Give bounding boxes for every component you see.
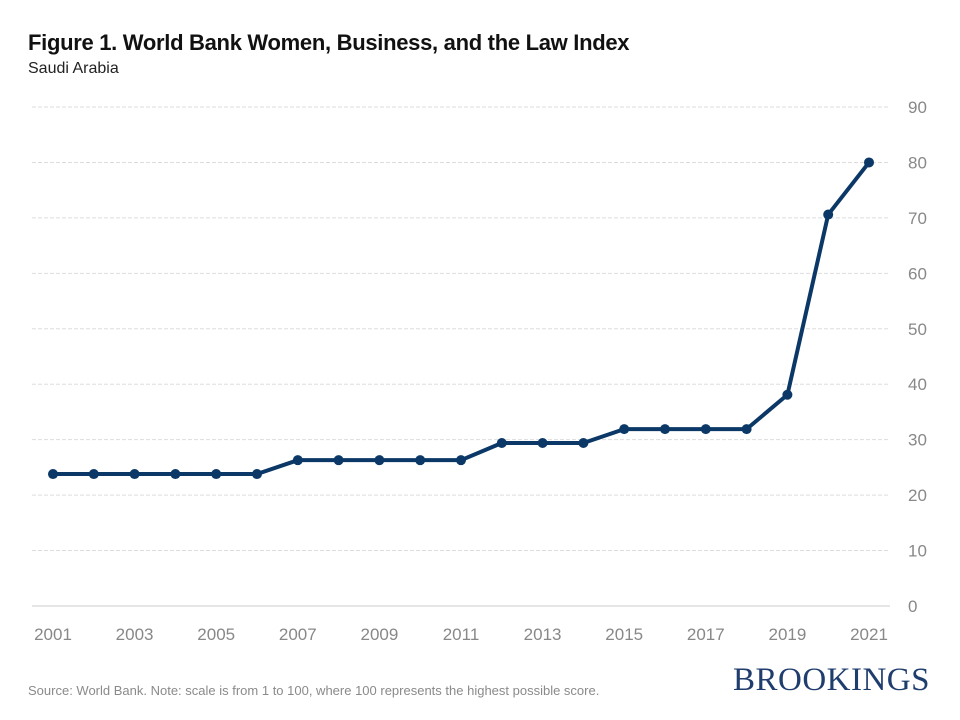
x-tick-label: 2007 (279, 625, 317, 644)
data-point (129, 469, 140, 480)
data-point (374, 455, 385, 466)
x-tick-label: 2019 (768, 625, 806, 644)
y-tick-label: 0 (908, 597, 917, 616)
data-point (415, 455, 426, 466)
data-point (537, 437, 548, 448)
x-tick-label: 2003 (116, 625, 154, 644)
y-tick-label: 50 (908, 320, 927, 339)
y-tick-label: 30 (908, 431, 927, 450)
data-point (456, 455, 466, 466)
series-group (48, 157, 874, 480)
data-point (823, 209, 834, 220)
y-tick-label: 90 (908, 98, 927, 117)
x-tick-label: 2011 (443, 625, 480, 644)
brookings-logo: BROOKINGS (732, 662, 930, 698)
chart-title: Figure 1. World Bank Women, Business, an… (28, 30, 630, 55)
data-point (782, 389, 793, 400)
data-point (170, 469, 181, 480)
source-note: Source: World Bank. Note: scale is from … (28, 683, 600, 698)
y-tick-label: 10 (908, 542, 927, 561)
data-point (48, 469, 58, 480)
data-point (578, 437, 589, 448)
data-point (211, 469, 222, 480)
x-tick-label: 2017 (687, 625, 725, 644)
y-tick-label: 60 (908, 264, 927, 283)
x-tick-label: 2009 (360, 625, 398, 644)
x-tick-label: 2001 (34, 625, 72, 644)
data-point (619, 424, 630, 435)
data-point (864, 157, 874, 168)
grid-lines (32, 106, 890, 607)
data-point (660, 424, 670, 435)
x-tick-label: 2013 (524, 625, 562, 644)
y-axis: 0 10 20 30 40 50 60 70 80 90 (908, 98, 927, 616)
x-tick-label: 2021 (850, 625, 888, 644)
data-point (252, 469, 262, 480)
data-point (88, 469, 99, 480)
data-point (741, 424, 752, 435)
data-point (496, 437, 507, 448)
data-point (292, 455, 303, 466)
y-tick-label: 40 (908, 375, 927, 394)
x-tick-label: 2015 (605, 625, 643, 644)
y-tick-label: 20 (908, 486, 927, 505)
y-tick-label: 70 (908, 209, 927, 228)
y-tick-label: 80 (908, 153, 927, 172)
chart-subtitle: Saudi Arabia (28, 60, 119, 77)
data-point (333, 455, 344, 466)
data-point (700, 424, 711, 435)
x-tick-label: 2005 (197, 625, 235, 644)
x-axis: 2001 2003 2005 2007 2009 2011 2013 2015 2017 2019… (34, 625, 888, 644)
